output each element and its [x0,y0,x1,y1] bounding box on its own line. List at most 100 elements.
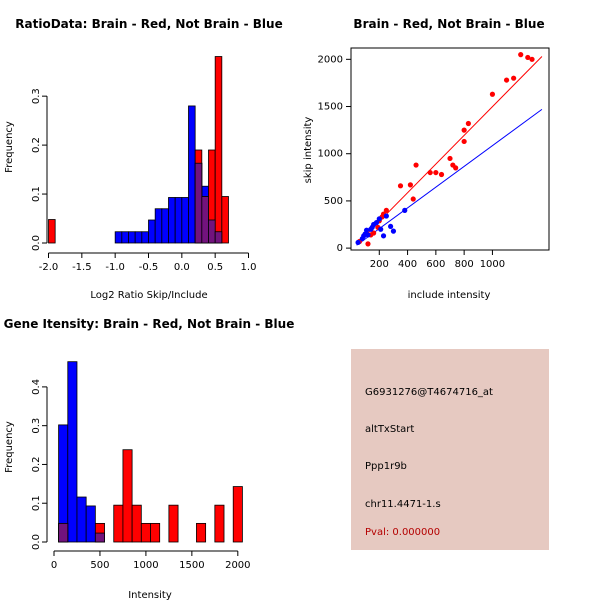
scatter-panel: Brain - Red, Not Brain - Blue 200 400 600 8… [303,17,550,301]
y-tick-label: 0.0 [31,534,42,550]
overlap-bar [194,162,203,244]
brain-bar [214,56,223,244]
gene-histogram-panel: Gene Itensity: Brain - Red, Not Brain - … [4,317,295,600]
not-brain-bar [128,231,136,244]
brain-bar [214,504,225,543]
brain-point [529,56,535,62]
y-tick-label: 0.2 [31,137,42,153]
not-brain-bar [121,231,129,244]
not-brain-bar [114,231,123,244]
brain-point [453,165,459,171]
brain-point [518,52,524,58]
not-brain-point [355,239,361,246]
ratio-x-axis-label: Log2 Ratio Skip/Include [90,290,207,301]
not-brain-point [376,216,382,222]
y-tick-label: 0.2 [31,456,42,472]
x-tick-label: 500 [90,560,109,571]
not-brain-bar [181,197,189,244]
y-tick-label: 0.3 [31,418,42,434]
brain-point [365,241,371,247]
brain-point [525,54,531,61]
chromosome-location: chr11.4471-1.s [365,499,441,510]
not-brain-point [380,233,387,239]
y-tick-label: 2000 [318,54,343,65]
brain-point [407,182,413,188]
gene-chart-title: Gene Itensity: Brain - Red, Not Brain - … [4,317,295,331]
p-value: Pval: 0.000000 [365,527,441,538]
not-brain-point [378,226,384,232]
gene-chart-marks: 0 500 1000 1500 2000 0.0 0.1 0.2 0.3 0.4 [31,361,251,571]
brain-bar [140,522,151,543]
brain-bar [232,486,243,543]
not-brain-bar [188,105,196,244]
brain-point [465,120,471,127]
scatter-chart-marks: 200 400 600 800 1000 0 500 1000 1500 2000 [318,47,550,270]
y-tick-label: 500 [324,196,343,207]
not-brain-bar [76,496,87,543]
probe-info-panel: G6931276@T4674716_at altTxStart Ppp1r9b … [351,349,549,550]
gene-name: Ppp1r9b [365,461,407,472]
not-brain-point [363,227,370,233]
brain-point [438,171,445,178]
y-tick-label: 0.1 [31,186,42,202]
ratio-chart-title: RatioData: Brain - Red, Not Brain - Blue [15,17,282,31]
brain-point [427,169,433,176]
y-tick-label: 1500 [318,102,343,113]
not-brain-point [373,220,380,226]
ratio-chart-marks: -2.0 -1.5 -1.0 -0.5 0.0 0.5 1.0 0.0 0.1 0.2 0.3 [31,56,257,273]
not-brain-bar [85,505,96,543]
y-tick-label: 0.1 [31,495,42,511]
overlap-bar [201,196,209,244]
brain-bar [131,504,142,543]
x-tick-label: 0.5 [207,262,223,273]
y-tick-label: 1000 [318,149,343,160]
overlap-bar [94,532,105,543]
x-tick-label: -1.5 [72,262,92,273]
not-brain-point [402,207,408,213]
brain-point [511,75,517,81]
gene-x-axis-label: Intensity [128,590,172,600]
y-tick-label: 0.3 [31,88,42,104]
x-tick-label: 1.0 [241,262,257,273]
not-brain-bar [141,231,149,244]
not-brain-bar [161,208,169,244]
not-brain-fit-line [356,108,543,246]
x-tick-label: -0.5 [139,262,159,273]
x-tick-label: 600 [426,259,445,270]
scatter-chart-title: Brain - Red, Not Brain - Blue [353,17,544,31]
scatter-x-axis-label: include intensity [408,290,491,301]
not-brain-point [365,232,371,238]
event-type: altTxStart [365,424,415,435]
not-brain-point [383,213,389,219]
not-brain-bar [134,231,143,244]
x-tick-label: 0 [51,560,57,571]
brain-bar [122,449,133,543]
x-tick-label: -2.0 [39,262,59,273]
plot-frame [350,47,550,251]
x-tick-label: 1500 [179,560,204,571]
brain-point [461,138,467,145]
y-tick-label: 0.0 [31,235,42,251]
not-brain-bar [67,361,78,543]
brain-point [489,91,496,97]
brain-point [413,162,419,168]
x-tick-label: 800 [455,259,474,270]
overlap-bar [208,219,216,244]
brain-bar [221,196,229,244]
not-brain-point [388,223,394,230]
not-brain-bar [174,197,183,244]
not-brain-bar [148,219,156,244]
x-tick-label: 400 [398,259,417,270]
brain-bar [48,219,56,244]
y-tick-label: 0.4 [31,379,42,395]
brain-bar [113,504,124,543]
brain-point [461,127,467,133]
x-tick-label: 1000 [480,259,505,270]
brain-point [397,183,404,189]
brain-point [447,155,453,162]
brain-bar [168,504,179,543]
not-brain-point [390,228,397,234]
x-tick-label: -1.0 [105,262,125,273]
overlap-bar [214,231,223,244]
